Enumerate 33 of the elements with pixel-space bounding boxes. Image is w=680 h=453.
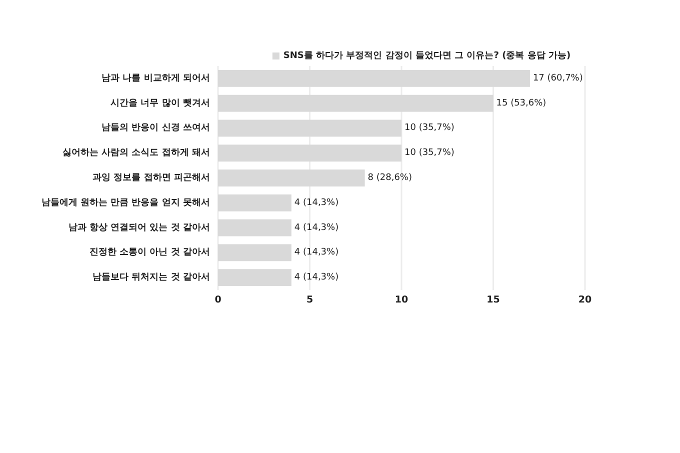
y-tick-label: 남과 나를 비교하게 되어서 bbox=[102, 73, 210, 84]
data-label: 15 (53,6%) bbox=[496, 98, 546, 108]
bar bbox=[218, 219, 292, 236]
bar bbox=[218, 244, 292, 262]
bar bbox=[218, 144, 402, 162]
x-tick-label: 20 bbox=[578, 294, 592, 306]
data-label: 10 (35,7%) bbox=[404, 123, 454, 134]
data-label: 4 (14,3%) bbox=[294, 248, 339, 258]
data-label: 4 (14,3%) bbox=[294, 222, 339, 233]
x-tick-label: 15 bbox=[486, 294, 500, 306]
bar bbox=[218, 194, 292, 212]
y-tick-label: 남들에게 원하는 만큼 반응을 얻지 못해서 bbox=[41, 198, 210, 208]
bar bbox=[218, 170, 365, 186]
bar bbox=[218, 120, 402, 137]
x-tick-label: 5 bbox=[306, 294, 314, 306]
data-label: 8 (28,6%) bbox=[368, 173, 412, 183]
legend-label: SNS를 하다가 부정적인 감정이 들었다면 그 이유는? (중복 응답 가능) bbox=[283, 51, 571, 61]
bar bbox=[218, 70, 530, 87]
data-label: 17 (60,7%) bbox=[532, 73, 583, 84]
y-tick-label: 남들보다 뒤처지는 것 같아서 bbox=[92, 272, 210, 283]
x-tick-label: 10 bbox=[394, 294, 408, 306]
data-label: 4 (14,3%) bbox=[294, 198, 339, 208]
bar bbox=[218, 94, 494, 112]
data-label: 4 (14,3%) bbox=[294, 272, 339, 283]
y-tick-label: 남과 항상 연결되어 있는 것 같아서 bbox=[68, 222, 210, 233]
y-tick-label: 진정한 소통이 아닌 것 같아서 bbox=[89, 248, 210, 258]
bar bbox=[218, 269, 292, 286]
x-tick-label: 0 bbox=[214, 294, 222, 306]
y-tick-label: 과잉 정보를 접하면 피곤해서 bbox=[92, 173, 210, 183]
y-tick-label: 싫어하는 사람의 소식도 접하게 돼서 bbox=[62, 148, 210, 158]
data-label: 10 (35,7%) bbox=[404, 148, 454, 158]
y-tick-label: 시간을 너무 많이 뺏겨서 bbox=[110, 98, 210, 108]
y-tick-label: 남들의 반응이 신경 쓰여서 bbox=[102, 123, 210, 134]
